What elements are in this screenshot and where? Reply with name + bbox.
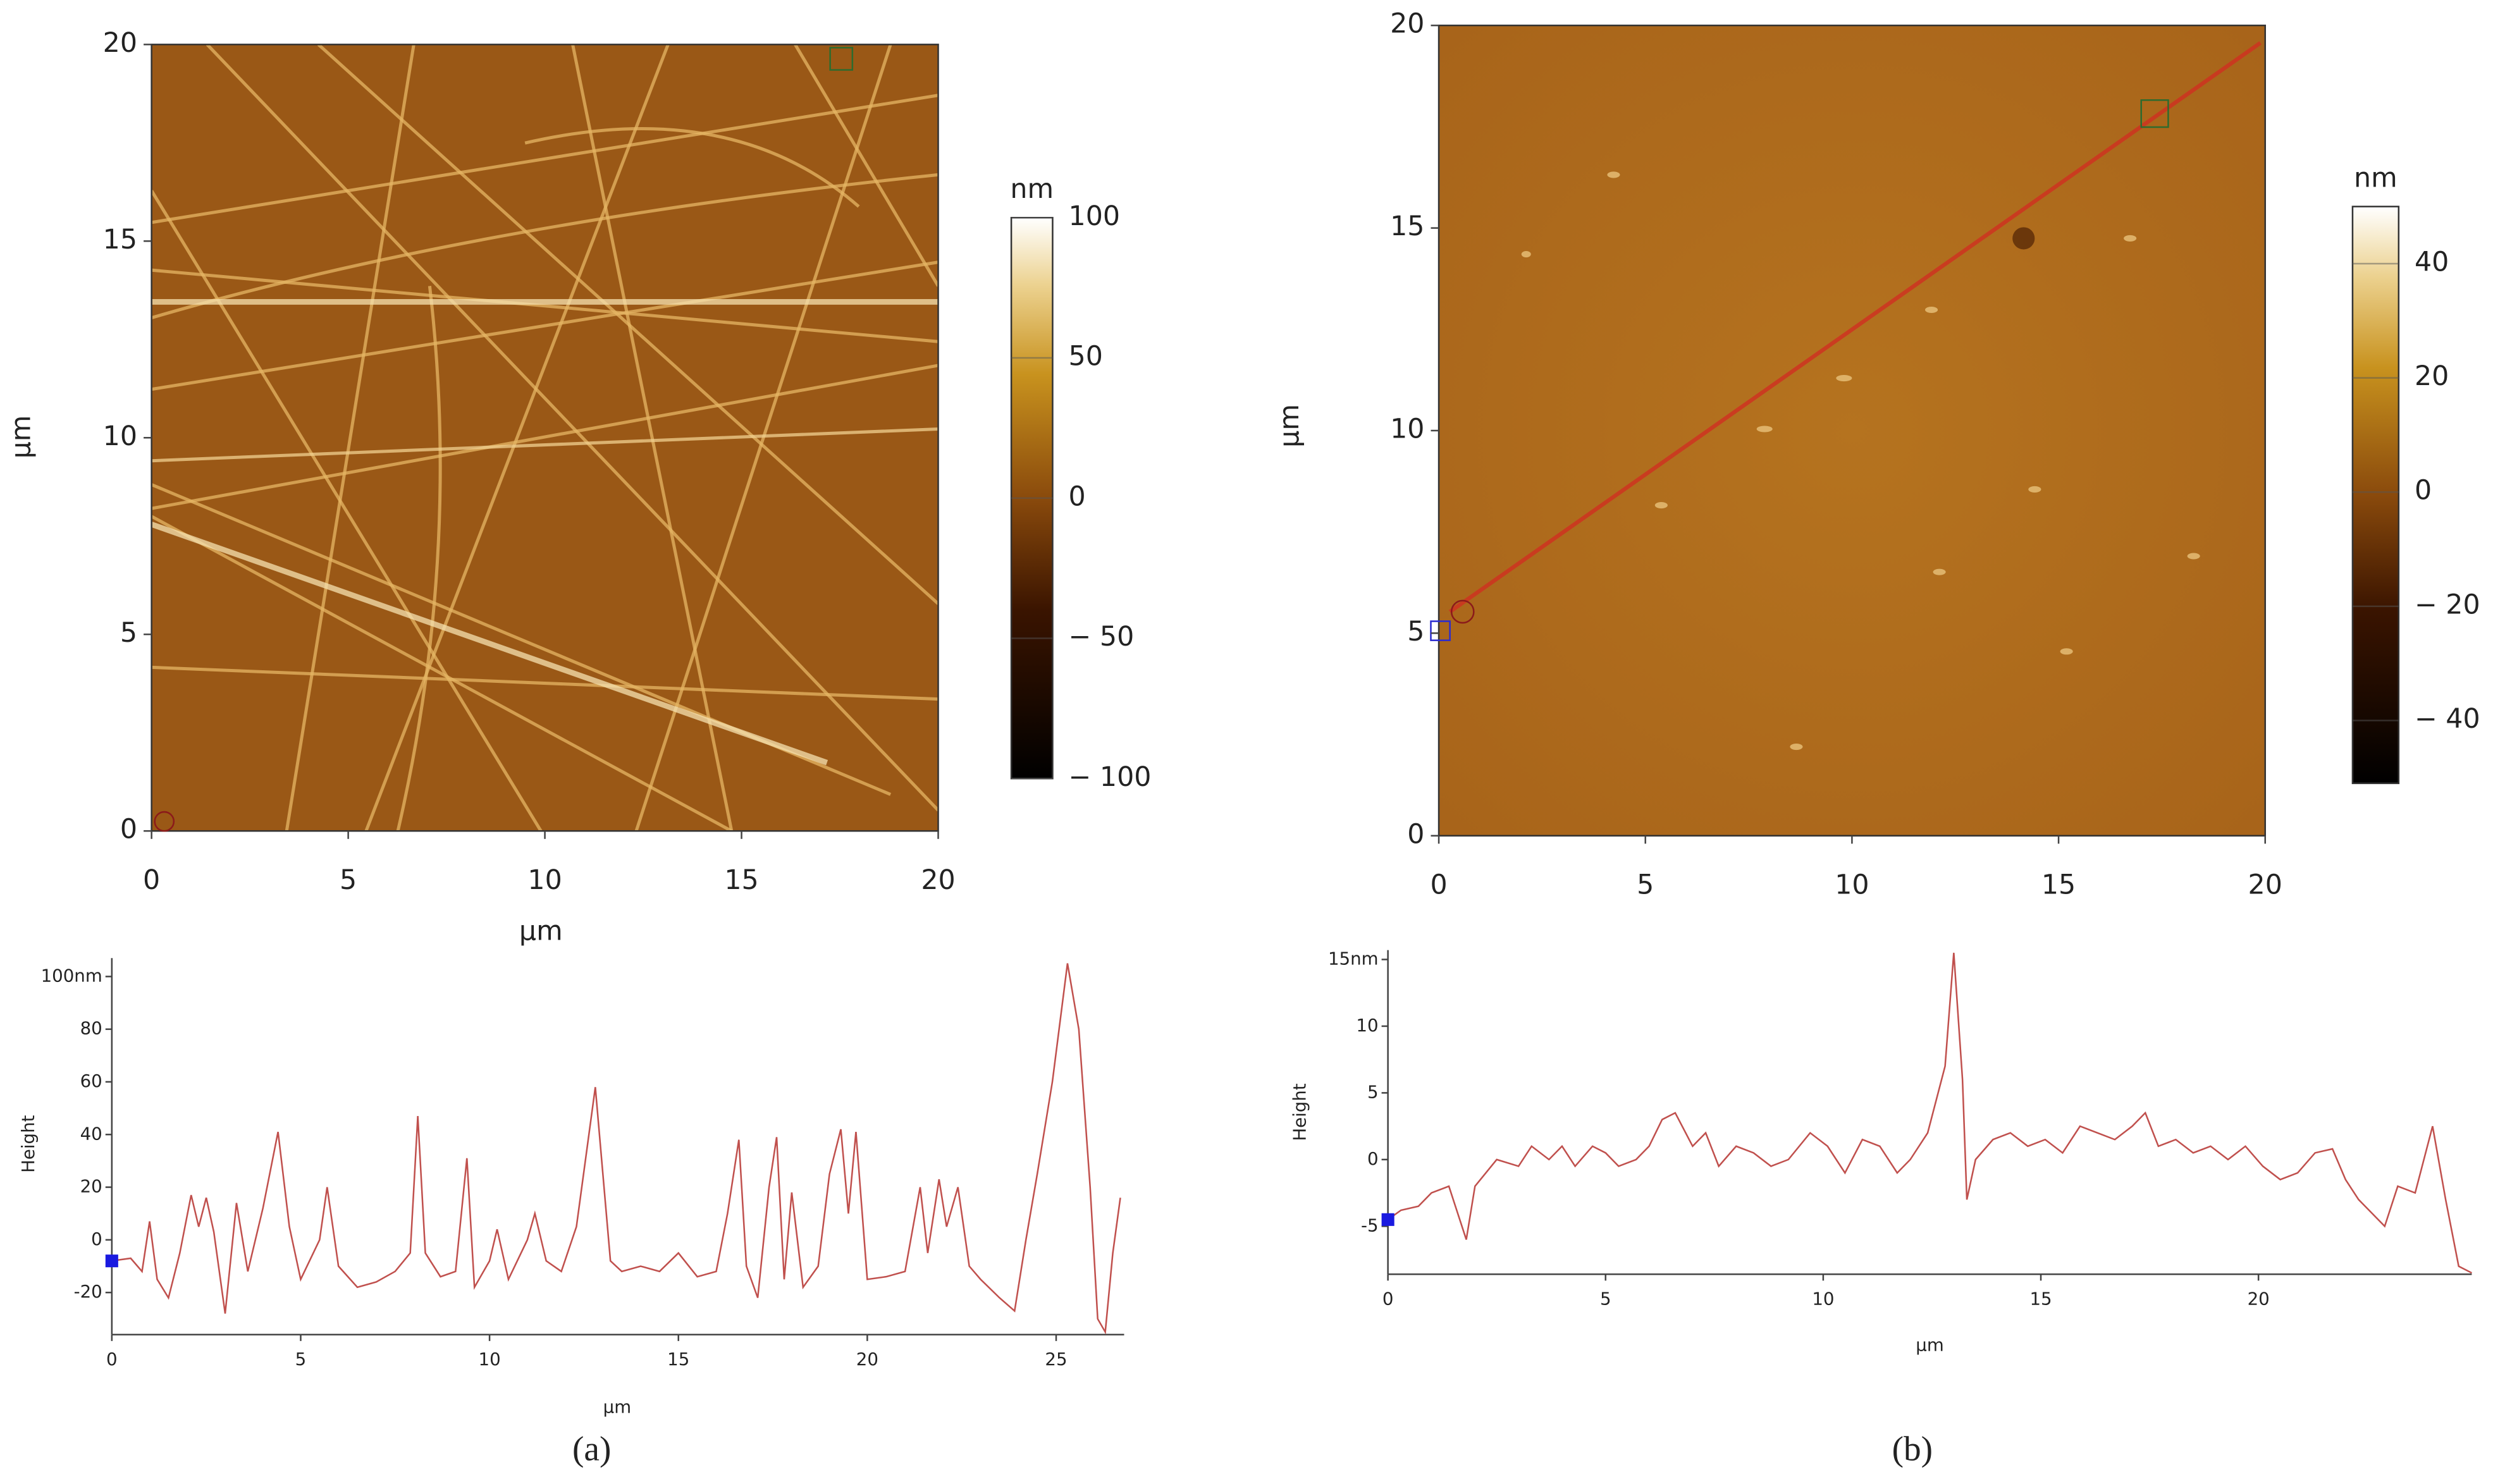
- cursor-marker: [1381, 1213, 1394, 1226]
- y-tick-label: 20: [103, 27, 137, 59]
- y-axis-label: Height: [1289, 1083, 1310, 1141]
- afm-image-b: [1430, 24, 2266, 837]
- y-tick-label: 15: [103, 224, 137, 255]
- x-tick-label: 10: [1812, 1289, 1834, 1309]
- colorbar-tick-label: 100: [1069, 200, 1121, 232]
- x-tick-label: 5: [1600, 1289, 1611, 1309]
- x-tick-label: 5: [1637, 869, 1654, 901]
- x-tick-label: 20: [921, 864, 955, 896]
- x-tick-label: 15: [724, 864, 758, 896]
- y-tick-label: 5: [1407, 616, 1424, 647]
- x-tick-label: 15: [2041, 869, 2076, 901]
- y-tick-label: -20: [74, 1281, 102, 1302]
- y-tick-label: 10: [1356, 1015, 1378, 1036]
- x-axis-label: µm: [1916, 1334, 1944, 1355]
- y-axis-label: µm: [6, 415, 37, 459]
- colorbar-tick-label: − 100: [1069, 761, 1152, 793]
- x-tick-label: 10: [479, 1349, 501, 1370]
- x-tick-label: 10: [527, 864, 562, 896]
- colorbar-tick-label: 40: [2415, 246, 2449, 278]
- profile-line: [1387, 952, 2472, 1274]
- x-axis-label: µm: [603, 1396, 631, 1417]
- x-tick-label: 20: [2248, 869, 2282, 901]
- y-axis-label: Height: [18, 1115, 39, 1172]
- x-tick-label: 0: [143, 864, 160, 896]
- cursor-marker: [105, 1254, 118, 1268]
- x-tick-label: 20: [856, 1349, 878, 1370]
- colorbar-title: nm: [2354, 162, 2398, 193]
- caption: (b): [1892, 1429, 1933, 1468]
- y-tick-label: 5: [120, 617, 137, 649]
- x-tick-label: 15: [667, 1349, 689, 1370]
- x-axis-label: µm: [519, 916, 563, 947]
- y-tick-label: 20: [80, 1176, 102, 1197]
- colorbar: [2351, 205, 2400, 785]
- y-tick-label: 15nm: [1328, 948, 1379, 969]
- colorbar-tick-label: − 20: [2415, 589, 2480, 620]
- caption: (a): [572, 1429, 611, 1468]
- x-tick-label: 10: [1835, 869, 1869, 901]
- x-tick-label: 20: [2248, 1289, 2270, 1309]
- y-tick-label: 80: [80, 1018, 102, 1039]
- colorbar-tick-label: 50: [1069, 341, 1103, 372]
- x-tick-label: 5: [295, 1349, 307, 1370]
- y-axis-label: µm: [1274, 404, 1305, 448]
- y-tick-label: 20: [1390, 8, 1424, 40]
- colorbar-tick-label: 0: [2415, 475, 2432, 506]
- x-tick-label: 25: [1045, 1349, 1067, 1370]
- y-tick-label: 15: [1390, 211, 1424, 242]
- x-tick-label: 0: [1382, 1289, 1394, 1309]
- y-tick-label: 40: [80, 1123, 102, 1144]
- y-tick-label: 0: [120, 814, 137, 845]
- y-tick-label: 60: [80, 1070, 102, 1091]
- colorbar-tick-label: − 50: [1069, 621, 1135, 653]
- colorbar-tick-label: − 40: [2415, 703, 2480, 735]
- y-tick-label: 0: [91, 1229, 102, 1249]
- y-tick-label: 0: [1367, 1148, 1379, 1169]
- profile-line: [111, 963, 1121, 1335]
- x-tick-label: 0: [1430, 869, 1447, 901]
- colorbar-tick-label: 20: [2415, 360, 2449, 392]
- y-tick-label: 100nm: [41, 965, 102, 986]
- y-tick-label: -5: [1361, 1215, 1379, 1236]
- x-tick-label: 0: [106, 1349, 118, 1370]
- y-tick-label: 10: [1390, 413, 1424, 445]
- y-tick-label: 10: [103, 420, 137, 452]
- y-tick-label: 0: [1407, 818, 1424, 850]
- x-tick-label: 15: [2029, 1289, 2052, 1309]
- x-tick-label: 5: [340, 864, 357, 896]
- y-tick-label: 5: [1367, 1081, 1379, 1102]
- afm-image-a: [151, 44, 939, 832]
- colorbar-tick-label: 0: [1069, 481, 1086, 512]
- colorbar-title: nm: [1010, 173, 1054, 205]
